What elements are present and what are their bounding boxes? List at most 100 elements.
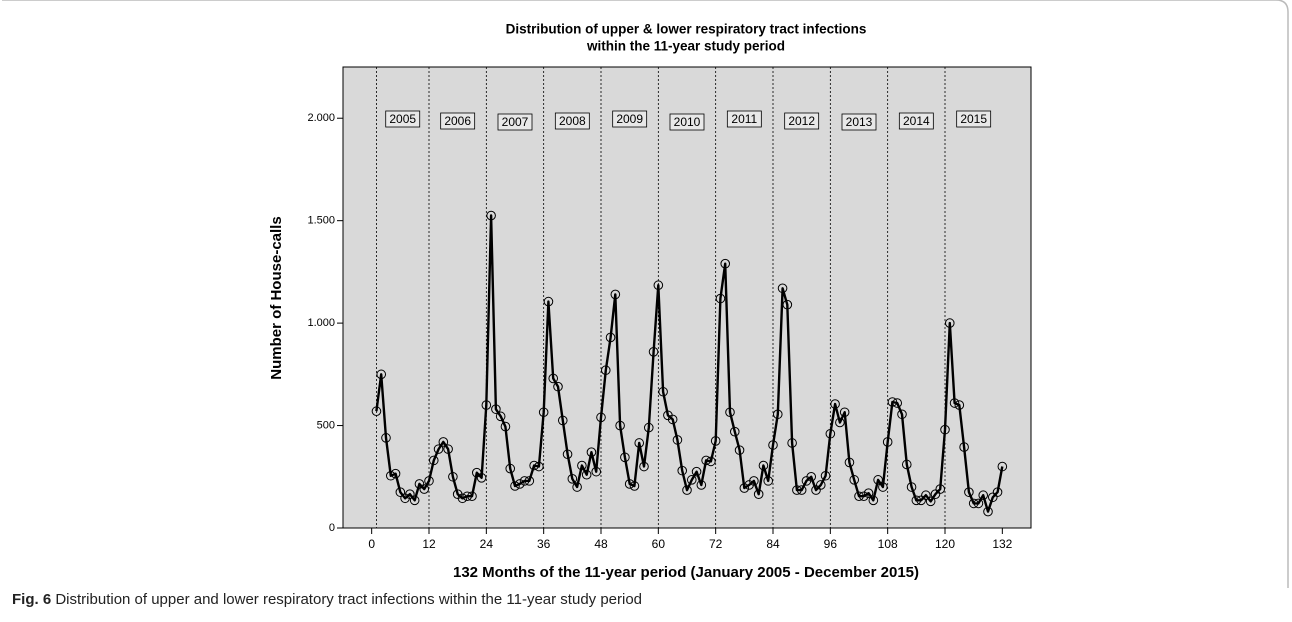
year-label: 2010 <box>674 115 701 129</box>
chart-title: within the 11-year study period <box>586 39 785 54</box>
data-point <box>940 424 950 435</box>
data-point <box>591 466 602 477</box>
data-point <box>830 399 840 409</box>
data-point <box>930 489 941 499</box>
data-point <box>763 476 774 486</box>
data-point <box>615 420 625 431</box>
data-point <box>577 460 587 471</box>
y-tick-label: 2.000 <box>307 112 335 124</box>
data-point <box>815 480 826 490</box>
data-point <box>514 479 525 489</box>
data-point <box>911 495 922 506</box>
x-axis-label: 132 Months of the 11-year period (Januar… <box>453 564 919 581</box>
data-point <box>968 498 979 509</box>
data-point <box>438 437 449 447</box>
data-point <box>921 490 931 501</box>
data-point <box>882 437 893 447</box>
data-point <box>481 400 492 410</box>
data-point <box>471 467 482 478</box>
data-point <box>610 289 621 300</box>
x-tick-label: 24 <box>480 537 494 551</box>
data-point <box>691 466 702 477</box>
data-point <box>448 471 458 482</box>
data-point <box>959 442 969 452</box>
data-point <box>787 438 797 448</box>
data-point <box>529 460 539 471</box>
data-point <box>949 398 960 408</box>
data-point <box>782 299 793 310</box>
data-point <box>677 465 688 476</box>
data-point <box>371 406 382 417</box>
year-label: 2007 <box>502 115 529 129</box>
year-label: 2009 <box>616 112 643 126</box>
data-point <box>643 422 654 433</box>
data-point <box>715 293 726 304</box>
data-point <box>557 415 568 426</box>
data-point <box>428 455 439 466</box>
data-point <box>796 485 807 495</box>
data-point <box>878 482 888 492</box>
data-point <box>686 475 697 485</box>
frame <box>2 0 1289 588</box>
data-point <box>538 407 549 418</box>
data-point <box>548 373 559 384</box>
year-box <box>726 110 762 128</box>
data-point <box>758 460 769 471</box>
data-line <box>375 214 1004 513</box>
data-point <box>495 411 506 422</box>
data-point <box>581 469 592 480</box>
data-point <box>596 412 606 423</box>
data-point <box>887 397 898 407</box>
data-point <box>572 482 582 492</box>
data-point <box>987 492 998 503</box>
data-point <box>849 475 860 485</box>
data-point <box>476 473 487 483</box>
data-point <box>710 436 721 446</box>
caption-label: Fig. 6 <box>12 591 52 608</box>
data-point <box>682 485 692 495</box>
data-point <box>706 456 716 467</box>
data-point <box>624 479 635 489</box>
x-tick-label: 84 <box>766 537 780 551</box>
data-point <box>935 484 946 494</box>
caption: Fig. 6 Distribution of upper and lower r… <box>12 591 642 608</box>
x-tick-label: 108 <box>878 537 898 551</box>
data-point <box>534 461 544 472</box>
plot-area <box>342 66 1032 529</box>
data-point <box>858 491 869 502</box>
data-point <box>992 487 1003 497</box>
data-point <box>835 417 845 428</box>
data-point <box>510 481 520 491</box>
data-point <box>777 283 788 294</box>
year-label: 2013 <box>846 115 873 129</box>
year-label: 2014 <box>903 114 930 128</box>
year-box <box>784 112 820 130</box>
data-point <box>749 476 759 486</box>
year-box <box>385 110 421 128</box>
data-point <box>505 463 516 474</box>
data-point <box>897 409 907 420</box>
data-point <box>873 475 883 485</box>
data-point <box>405 489 415 499</box>
year-box <box>898 112 934 130</box>
chart: Distribution of upper & lower respirator… <box>2 0 1289 588</box>
data-point <box>543 296 554 307</box>
data-point <box>486 210 496 221</box>
data-point <box>385 470 396 481</box>
y-tick-label: 1.500 <box>307 215 335 227</box>
data-point <box>892 398 903 408</box>
data-point <box>390 468 401 479</box>
data-point <box>467 491 477 502</box>
x-tick-label: 0 <box>368 537 375 551</box>
caption-text: Distribution of upper and lower respirat… <box>55 591 643 608</box>
year-label: 2011 <box>731 112 757 126</box>
year-label: 2015 <box>960 112 987 126</box>
x-tick-label: 120 <box>935 537 955 551</box>
data-point <box>720 258 731 269</box>
y-axis-label: Number of House-calls <box>268 216 285 379</box>
data-point <box>629 481 640 491</box>
data-point <box>457 493 468 504</box>
data-point <box>811 485 821 495</box>
data-point <box>605 332 616 343</box>
chart-title: Distribution of upper & lower respirator… <box>506 22 867 37</box>
